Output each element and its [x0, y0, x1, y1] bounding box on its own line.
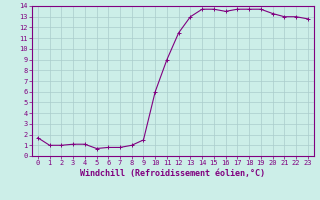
X-axis label: Windchill (Refroidissement éolien,°C): Windchill (Refroidissement éolien,°C) [80, 169, 265, 178]
